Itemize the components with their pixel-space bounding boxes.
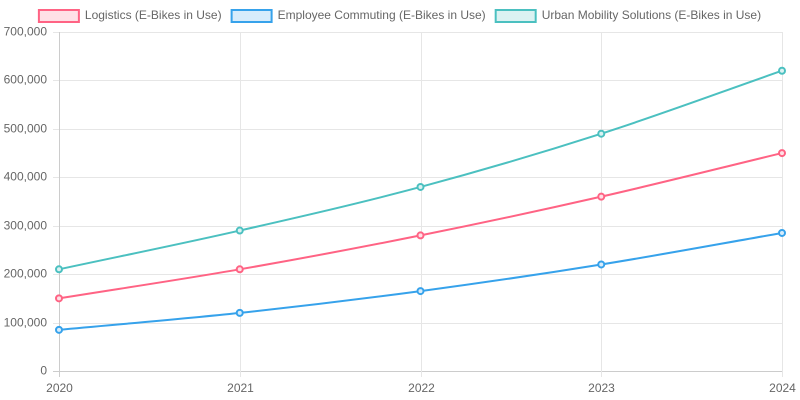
data-point <box>55 265 63 274</box>
data-point <box>416 287 425 296</box>
axes: 0 100,000 200,000 300,000 400,000 500,000 600,… <box>4 25 797 396</box>
y-tick-label: 200,000 <box>4 267 48 281</box>
x-tick-label: 2020 <box>46 381 73 395</box>
legend-label: Urban Mobility Solutions (E-Bikes in Use… <box>542 8 761 22</box>
legend-item: Urban Mobility Solutions (E-Bikes in Use… <box>494 8 761 23</box>
data-point <box>235 265 244 274</box>
series-line <box>58 69 783 271</box>
data-point <box>778 66 786 75</box>
legend-swatch <box>37 9 80 23</box>
x-tick-label: 2023 <box>588 381 615 395</box>
y-tick-label: 300,000 <box>4 219 48 233</box>
grid <box>53 32 783 377</box>
legend-swatch <box>230 9 273 23</box>
series-layer <box>55 66 786 334</box>
data-point <box>778 149 786 158</box>
y-tick-label: 500,000 <box>4 122 48 136</box>
data-point <box>597 260 606 269</box>
y-tick-label: 400,000 <box>4 170 48 184</box>
data-point <box>55 294 63 303</box>
legend-label: Employee Commuting (E-Bikes in Use) <box>278 8 486 22</box>
y-tick-label: 700,000 <box>4 25 48 39</box>
data-point <box>55 325 63 334</box>
legend: Logistics (E-Bikes in Use) Employee Commu… <box>37 8 761 23</box>
data-point <box>416 231 425 240</box>
y-tick-label: 0 <box>40 364 47 378</box>
data-point <box>235 226 244 235</box>
legend-item: Employee Commuting (E-Bikes in Use) <box>230 8 486 23</box>
legend-swatch <box>494 9 537 23</box>
legend-item: Logistics (E-Bikes in Use) <box>37 8 222 23</box>
x-tick-label: 2021 <box>227 381 254 395</box>
x-tick-label: 2022 <box>408 381 435 395</box>
data-point <box>235 308 244 317</box>
x-tick-label: 2024 <box>769 381 796 395</box>
y-tick-label: 600,000 <box>4 73 48 87</box>
data-point <box>778 228 786 237</box>
y-tick-label: 100,000 <box>4 316 48 330</box>
legend-label: Logistics (E-Bikes in Use) <box>85 8 222 22</box>
data-point <box>597 192 606 201</box>
data-point <box>416 182 425 191</box>
series-line <box>58 152 783 300</box>
data-point <box>597 129 606 138</box>
